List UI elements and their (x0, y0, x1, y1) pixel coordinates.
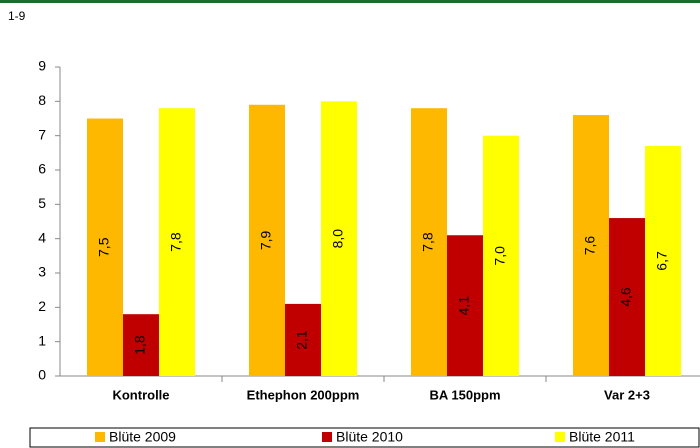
value-label: 4,1 (456, 296, 472, 316)
bar (159, 108, 195, 376)
y-tick-label: 6 (38, 161, 46, 177)
bar (411, 108, 447, 376)
value-label: 2,1 (294, 330, 310, 350)
x-tick-label: Ethephon 200ppm (247, 387, 360, 402)
y-tick-label: 7 (38, 126, 46, 142)
legend-label: Blüte 2011 (569, 429, 635, 445)
x-tick-label: BA 150ppm (429, 387, 500, 402)
legend-label: Blüte 2010 (336, 429, 403, 445)
value-label: 7,8 (420, 232, 436, 252)
bar (483, 135, 519, 376)
x-tick-label: Kontrolle (112, 387, 169, 402)
legend-box (29, 427, 700, 448)
value-label: 7,5 (96, 237, 112, 257)
x-tick-label: Var 2+3 (604, 387, 650, 402)
legend-swatch (322, 432, 332, 442)
bar (123, 314, 159, 376)
y-tick-label: 2 (38, 298, 46, 314)
top-border (0, 0, 700, 3)
bar (609, 218, 645, 376)
bar (645, 145, 681, 376)
legend-label: Blüte 2009 (109, 429, 176, 445)
y-tick-label: 3 (38, 264, 46, 280)
bar (573, 115, 609, 377)
value-label: 1,8 (132, 335, 148, 355)
bar (87, 118, 123, 376)
value-label: 7,0 (492, 246, 508, 266)
bar (249, 104, 285, 377)
legend-swatch (95, 432, 105, 442)
value-label: 7,6 (582, 236, 598, 256)
y-tick-label: 4 (38, 229, 46, 245)
bar (285, 303, 321, 376)
value-label: 7,9 (258, 230, 274, 250)
legend-swatch (555, 432, 565, 442)
y-tick-label: 1 (38, 332, 46, 348)
value-label: 4,6 (618, 287, 634, 307)
bar (447, 235, 483, 376)
value-label: 6,7 (654, 251, 670, 271)
value-label: 8,0 (330, 229, 346, 249)
bar (321, 101, 357, 376)
y-tick-label: 9 (38, 58, 46, 74)
y-tick-label: 8 (38, 92, 46, 108)
value-label: 7,8 (168, 232, 184, 252)
y-tick-label: 5 (38, 195, 46, 211)
y-tick-label: 0 (38, 367, 46, 383)
y-axis-label: 1-9 (8, 9, 26, 23)
